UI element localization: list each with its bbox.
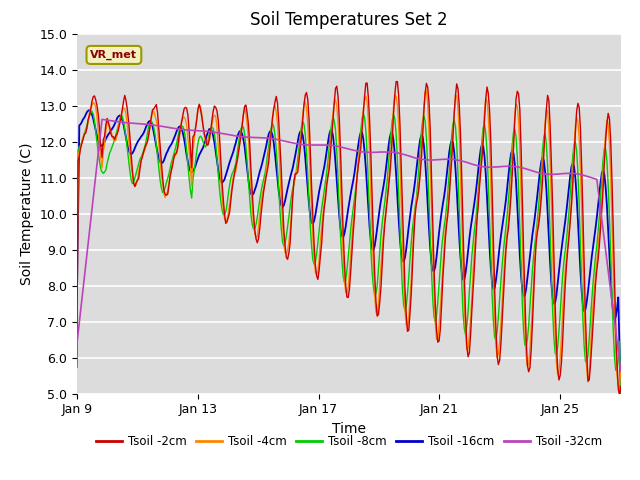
- Line: Tsoil -32cm: Tsoil -32cm: [77, 120, 621, 371]
- Tsoil -4cm: [422, 88, 430, 94]
- Tsoil -32cm: [573, 171, 580, 177]
- Line: Tsoil -4cm: Tsoil -4cm: [77, 91, 621, 386]
- Tsoil -16cm: [390, 138, 397, 144]
- Tsoil -16cm: [73, 303, 81, 309]
- Tsoil -4cm: [504, 217, 512, 223]
- Tsoil -2cm: [394, 79, 401, 84]
- Tsoil -16cm: [573, 193, 580, 199]
- X-axis label: Time: Time: [332, 422, 366, 436]
- Legend: Tsoil -2cm, Tsoil -4cm, Tsoil -8cm, Tsoil -16cm, Tsoil -32cm: Tsoil -2cm, Tsoil -4cm, Tsoil -8cm, Tsoi…: [92, 430, 606, 453]
- Tsoil -32cm: [73, 342, 81, 348]
- Tsoil -16cm: [617, 397, 625, 403]
- Tsoil -32cm: [452, 157, 460, 163]
- Tsoil -4cm: [493, 355, 501, 360]
- Tsoil -4cm: [73, 365, 81, 371]
- Tsoil -32cm: [98, 117, 106, 122]
- Tsoil -32cm: [617, 368, 625, 373]
- Tsoil -2cm: [73, 364, 81, 370]
- Line: Tsoil -2cm: Tsoil -2cm: [77, 82, 621, 396]
- Line: Tsoil -8cm: Tsoil -8cm: [77, 111, 621, 413]
- Tsoil -4cm: [614, 383, 622, 389]
- Tsoil -4cm: [115, 123, 122, 129]
- Tsoil -2cm: [452, 93, 460, 98]
- Tsoil -8cm: [88, 108, 96, 114]
- Tsoil -16cm: [452, 166, 460, 171]
- Tsoil -8cm: [493, 329, 501, 335]
- Y-axis label: Soil Temperature (C): Soil Temperature (C): [20, 143, 34, 285]
- Tsoil -4cm: [388, 123, 396, 129]
- Tsoil -8cm: [573, 147, 580, 153]
- Tsoil -8cm: [390, 112, 397, 118]
- Tsoil -8cm: [617, 410, 625, 416]
- Title: Soil Temperatures Set 2: Soil Temperatures Set 2: [250, 11, 447, 29]
- Tsoil -16cm: [86, 107, 93, 113]
- Tsoil -16cm: [116, 112, 124, 118]
- Tsoil -8cm: [73, 289, 81, 295]
- Tsoil -4cm: [573, 115, 580, 120]
- Tsoil -2cm: [504, 225, 512, 231]
- Line: Tsoil -16cm: Tsoil -16cm: [77, 110, 621, 400]
- Tsoil -32cm: [493, 164, 501, 170]
- Tsoil -8cm: [116, 117, 124, 122]
- Tsoil -8cm: [504, 197, 512, 203]
- Tsoil -2cm: [388, 134, 396, 140]
- Tsoil -32cm: [504, 163, 512, 169]
- Tsoil -8cm: [452, 123, 460, 129]
- Tsoil -32cm: [390, 149, 397, 155]
- Tsoil -4cm: [617, 367, 625, 372]
- Tsoil -2cm: [115, 127, 122, 132]
- Tsoil -32cm: [116, 119, 124, 125]
- Tsoil -2cm: [616, 393, 623, 398]
- Tsoil -2cm: [617, 384, 625, 389]
- Text: VR_met: VR_met: [90, 50, 138, 60]
- Tsoil -2cm: [573, 108, 580, 114]
- Tsoil -2cm: [493, 352, 501, 358]
- Tsoil -16cm: [504, 173, 512, 179]
- Tsoil -16cm: [493, 268, 501, 274]
- Tsoil -4cm: [452, 96, 460, 101]
